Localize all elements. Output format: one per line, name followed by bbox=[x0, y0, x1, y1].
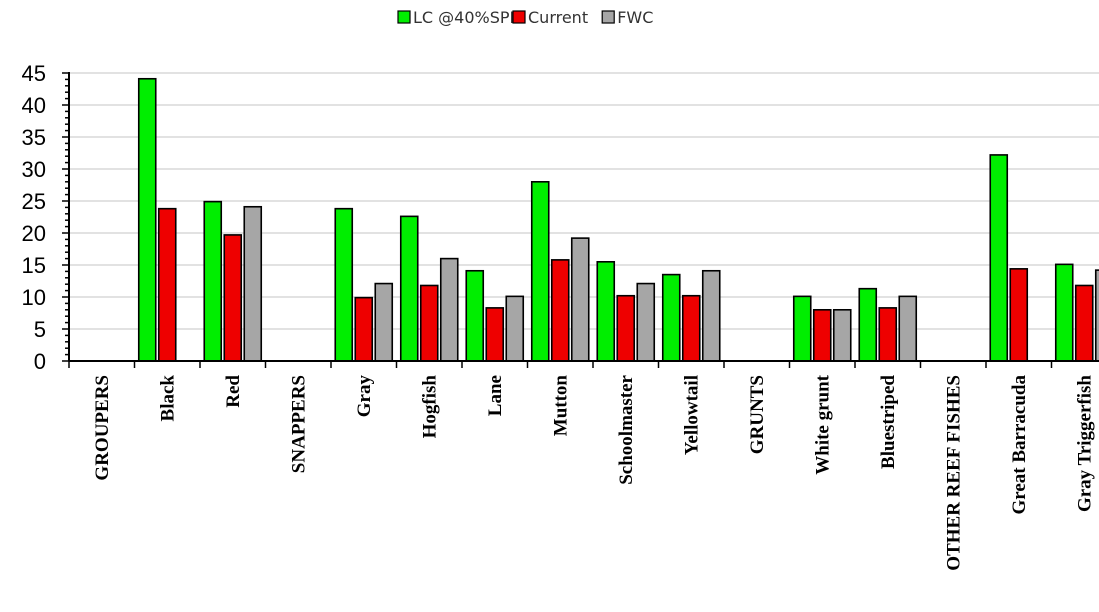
y-tick-label: 25 bbox=[22, 189, 46, 214]
bar-current-white-grunt bbox=[812, 308, 832, 362]
x-tick-labels: GROUPERS Black Red SNAPPERS Gray Hogfish Lane M… bbox=[92, 374, 1096, 570]
bar-current-gray bbox=[354, 296, 374, 362]
legend-label-lc-40-spr: LC @40%SPR bbox=[413, 8, 521, 27]
bar-lc-40-spr-schoolmaster bbox=[596, 260, 616, 362]
bar-fwc-red bbox=[243, 205, 263, 362]
legend-swatch-current bbox=[512, 10, 526, 24]
bar-fwc-schoolmaster bbox=[636, 282, 656, 362]
x-tick-label-schoolmaster: Schoolmaster bbox=[616, 374, 637, 484]
x-tick-label-gray-triggerfish: Gray Triggerfish bbox=[1074, 375, 1095, 512]
bar-current-schoolmaster bbox=[616, 294, 636, 362]
bar-lc-40-spr-hogfish bbox=[399, 215, 419, 362]
y-tick-label: 0 bbox=[34, 349, 46, 374]
bar-current-great-barracuda bbox=[1009, 268, 1029, 362]
x-tick-label-lane: Lane bbox=[485, 375, 506, 416]
legend-label-fwc: FWC bbox=[617, 8, 653, 27]
x-tick-label-groupers: GROUPERS bbox=[92, 375, 113, 481]
bar-lc-40-spr-black bbox=[137, 77, 157, 362]
x-tick-label-white-grunt: White grunt bbox=[812, 374, 833, 474]
y-tick-label: 10 bbox=[22, 285, 46, 310]
bar-current-hogfish bbox=[419, 284, 439, 362]
bar-lc-40-spr-great-barracuda bbox=[989, 154, 1009, 362]
bar-fwc-yellowtail bbox=[701, 269, 721, 362]
legend: LC @40%SPR Current FWC bbox=[397, 8, 653, 27]
bar-current-black bbox=[157, 207, 177, 362]
bar-current-lane bbox=[485, 307, 505, 362]
bar-current-mutton bbox=[550, 259, 570, 362]
bar-current-red bbox=[223, 234, 243, 362]
x-tick-label-bluestriped: Bluestriped bbox=[878, 375, 899, 469]
bar-current-bluestriped bbox=[878, 307, 898, 362]
legend-swatch-lc-40-spr bbox=[397, 10, 411, 24]
bar-lc-40-spr-bluestriped bbox=[858, 287, 878, 362]
bar-lc-40-spr-mutton bbox=[530, 181, 550, 362]
x-tick-label-black: Black bbox=[157, 375, 178, 422]
bar-lc-40-spr-white-grunt bbox=[792, 295, 812, 362]
bar-lc-40-spr-red bbox=[203, 200, 223, 362]
bar-fwc-gray-triggerfish bbox=[1094, 269, 1099, 362]
bar-lc-40-spr-gray bbox=[334, 207, 354, 362]
bar-current-gray-triggerfish bbox=[1074, 284, 1094, 362]
bar-lc-40-spr-lane bbox=[465, 269, 485, 362]
bar-fwc-gray bbox=[374, 282, 394, 362]
bar-current-yellowtail bbox=[681, 294, 701, 362]
y-tick-labels: 0 5 10 15 20 25 30 35 40 45 bbox=[22, 61, 46, 374]
x-tick-label-red: Red bbox=[223, 375, 244, 408]
bar-fwc-lane bbox=[505, 295, 525, 362]
bar-fwc-hogfish bbox=[439, 257, 459, 362]
axes bbox=[62, 72, 1099, 368]
y-tick-label: 15 bbox=[22, 253, 46, 278]
x-tick-label-other-reef-fishes: OTHER REEF FISHES bbox=[943, 375, 964, 571]
x-tick-label-mutton: Mutton bbox=[550, 375, 571, 437]
x-tick-label-grunts: GRUNTS bbox=[747, 375, 768, 454]
x-tick-label-snappers: SNAPPERS bbox=[288, 375, 309, 473]
legend-label-current: Current bbox=[528, 8, 588, 27]
x-tick-label-hogfish: Hogfish bbox=[419, 375, 440, 439]
x-tick-label-great-barracuda: Great Barracuda bbox=[1009, 375, 1030, 515]
bar-fwc-bluestriped bbox=[898, 295, 918, 362]
y-tick-label: 40 bbox=[22, 93, 46, 118]
y-tick-label: 20 bbox=[22, 221, 46, 246]
y-tick-label: 45 bbox=[22, 61, 46, 86]
bar-lc-40-spr-gray-triggerfish bbox=[1054, 263, 1074, 362]
x-tick-label-yellowtail: Yellowtail bbox=[681, 375, 702, 455]
legend-swatch-fwc bbox=[601, 10, 615, 24]
y-tick-label: 35 bbox=[22, 125, 46, 150]
bars bbox=[137, 77, 1099, 362]
bar-fwc-white-grunt bbox=[832, 308, 852, 362]
y-tick-label: 30 bbox=[22, 157, 46, 182]
bar-lc-40-spr-yellowtail bbox=[661, 273, 681, 362]
x-tick-label-gray: Gray bbox=[354, 375, 375, 418]
bar-fwc-mutton bbox=[570, 237, 590, 362]
y-tick-label: 5 bbox=[34, 317, 46, 342]
